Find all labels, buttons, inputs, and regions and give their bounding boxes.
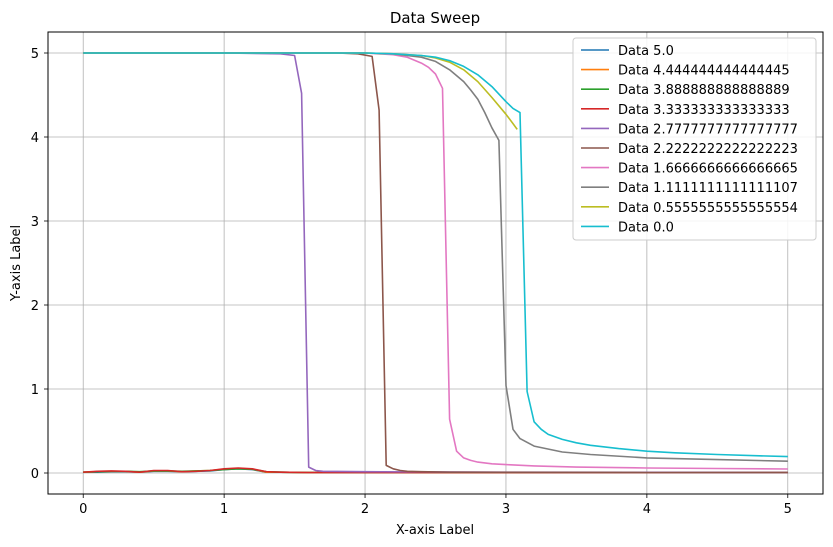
series-line-9 (83, 52, 788, 458)
x-tick-label: 2 (361, 502, 369, 517)
legend-entry-label: Data 0.5555555555555554 (618, 201, 798, 216)
y-tick-label: 2 (31, 299, 39, 314)
legend-entry-label: Data 1.1111111111111107 (618, 181, 798, 196)
x-axis-label: X-axis Label (396, 523, 474, 538)
y-tick-label: 4 (31, 131, 39, 146)
legend-entry-label: Data 2.2222222222222223 (618, 142, 798, 157)
legend-entry-label: Data 3.333333333333333 (618, 103, 790, 118)
legend-entry-label: Data 3.888888888888889 (618, 83, 790, 98)
legend-entry-label: Data 1.6666666666666665 (618, 162, 798, 177)
y-tick-label: 5 (31, 47, 39, 62)
y-tick-label: 3 (31, 215, 39, 230)
y-axis-label: Y-axis Label (9, 225, 24, 302)
legend-entry-label: Data 2.7777777777777777 (618, 122, 798, 137)
axis-ticks: 0 1 2 3 4 5 0 1 2 3 4 5 (31, 47, 792, 517)
y-tick-label: 1 (31, 383, 39, 398)
x-tick-label: 1 (220, 502, 228, 517)
legend-entry-label: Data 4.444444444444445 (618, 64, 790, 79)
series-line-8 (83, 52, 518, 130)
x-tick-label: 5 (784, 502, 792, 517)
x-tick-label: 0 (79, 502, 87, 517)
plot-area-frame (47, 31, 824, 495)
x-tick-label: 3 (502, 502, 510, 517)
legend-box (572, 37, 817, 241)
series-line-3 (83, 467, 788, 474)
series-lines (83, 52, 788, 474)
legend-entry-label: Data 0.0 (618, 220, 674, 235)
chart-title: Data Sweep (390, 9, 480, 27)
x-tick-label: 4 (643, 502, 651, 517)
y-tick-label: 0 (31, 467, 39, 482)
legend: Data 5.0 Data 4.444444444444445 Data 3.888… (572, 37, 817, 241)
legend-entry-label: Data 5.0 (618, 44, 674, 59)
